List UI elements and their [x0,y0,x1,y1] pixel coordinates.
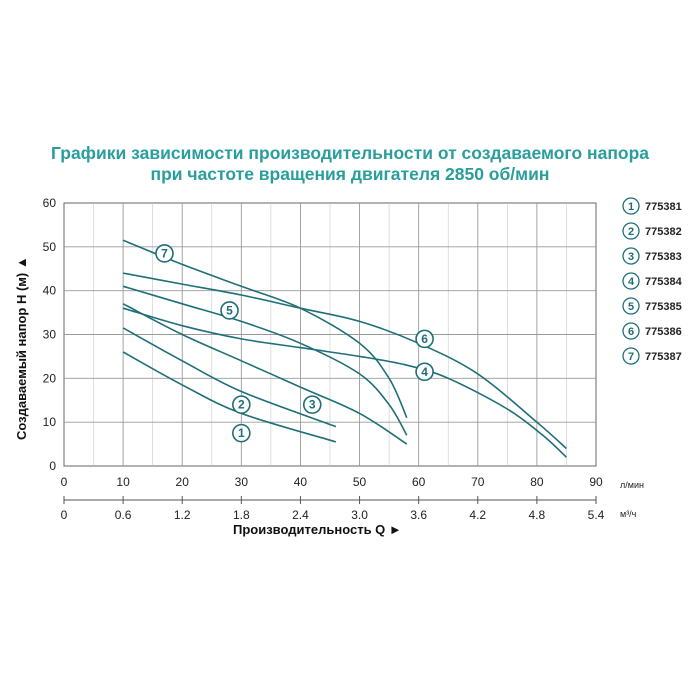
x-tick-label-lpm: 10 [116,475,130,489]
legend-marker-number: 6 [628,326,634,338]
x-tick-label-lpm: 0 [61,475,68,489]
legend-marker [622,272,640,290]
x-tick-label-m3h: 0 [61,508,68,522]
legend-entry: 775382 [645,226,682,238]
x-unit-m3h: м³/ч [620,509,637,519]
legend: 1 775381 2 775382 3 775383 4 775384 5 775385 6 7753… [622,197,683,365]
y-axis-title: Создаваемый напор H (м) ▲ [14,256,29,440]
legend-entry: 775384 [645,276,683,288]
x-tick-label-lpm: 70 [471,475,485,489]
legend-marker-number: 2 [628,226,634,238]
curve-775387 [122,239,408,419]
curve-marker-775386 [415,329,434,349]
legend-marker [622,322,640,340]
legend-entry: 775386 [645,326,682,338]
x-tick-label-lpm: 30 [235,475,249,489]
curve-marker-label: 3 [309,398,316,412]
x-tick-label-lpm: 20 [176,475,190,489]
curve-marker-label: 2 [238,398,245,412]
curve-marker-775387 [155,244,174,263]
y-tick-label: 50 [43,240,57,254]
legend-marker [622,247,640,265]
y-tick-label: 60 [43,196,57,210]
y-tick-label: 40 [43,284,57,298]
x-tick-label-m3h: 2.4 [292,508,309,522]
x-tick-label-m3h: 4.2 [469,508,486,522]
x-tick-labels-lpm: 0 10 20 30 40 50 60 70 80 90 [61,475,603,489]
x-tick-label-lpm: 50 [353,475,367,489]
curve-marker-775381 [232,423,251,443]
x-tick-labels-m3h: 0 0.6 1.2 1.8 2.4 3.0 3.6 4.2 4.8 5.4 [61,496,605,522]
curve-775384 [122,307,567,458]
y-tick-label: 0 [49,459,56,473]
legend-entry: 775383 [645,251,682,263]
legend-marker-number: 4 [628,276,635,288]
legend-entry: 775387 [645,351,682,363]
curve-775386 [122,272,567,450]
curve-marker-775382 [232,395,251,414]
x-unit-lpm: л/мин [620,480,644,490]
x-tick-label-m3h: 1.2 [174,508,191,522]
legend-marker-number: 5 [628,301,634,313]
chart-title: Графики зависимости производительности о… [51,143,649,163]
curve-775383 [122,303,408,445]
curve-marker-775385 [220,301,239,320]
legend-marker-number: 7 [628,351,634,363]
legend-marker-number: 1 [628,201,634,213]
curve-marker-label: 6 [421,332,428,346]
x-tick-label-lpm: 40 [294,475,308,489]
y-tick-label: 20 [43,371,57,385]
curve-marker-775384 [415,362,434,382]
legend-marker [622,197,640,215]
y-tick-label: 10 [43,415,57,429]
legend-entry: 775385 [645,301,682,313]
x-axis-title: Производительность Q ► [233,522,402,537]
curve-775382 [122,327,337,428]
curve-marker-label: 5 [226,303,233,317]
curve-marker-label: 4 [421,365,428,379]
x-tick-label-lpm: 60 [412,475,426,489]
legend-marker-number: 3 [628,251,634,263]
x-tick-label-m3h: 3.6 [410,508,427,522]
x-tick-label-m3h: 1.8 [233,508,250,522]
curves [122,239,567,458]
y-tick-labels: 0 10 20 30 40 50 60 [43,196,57,473]
chart-subtitle: при частоте вращения двигателя 2850 об/м… [150,164,550,184]
y-tick-label: 30 [43,328,57,342]
x-tick-label-m3h: 4.8 [529,508,546,522]
x-tick-label-m3h: 0.6 [115,508,132,522]
x-tick-label-m3h: 3.0 [351,508,368,522]
curve-marker-label: 7 [161,246,168,260]
legend-marker [622,347,640,365]
legend-marker [622,222,640,240]
grid [63,202,597,467]
legend-entry: 775381 [645,201,682,213]
curve-775381 [122,351,337,443]
x-tick-label-lpm: 80 [530,475,544,489]
curve-marker-label: 1 [238,426,245,440]
x-tick-label-m3h: 5.4 [588,508,605,522]
curve-marker-775383 [302,395,322,414]
curve-markers: 1 2 3 4 5 6 7 [155,244,434,443]
x-tick-label-lpm: 90 [589,475,603,489]
curve-775385 [122,285,408,436]
legend-marker [622,297,640,315]
